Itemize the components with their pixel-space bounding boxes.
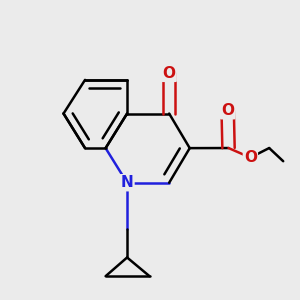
Text: N: N bbox=[121, 175, 134, 190]
Text: O: O bbox=[244, 150, 257, 165]
Text: O: O bbox=[221, 103, 234, 118]
Text: O: O bbox=[163, 66, 176, 81]
